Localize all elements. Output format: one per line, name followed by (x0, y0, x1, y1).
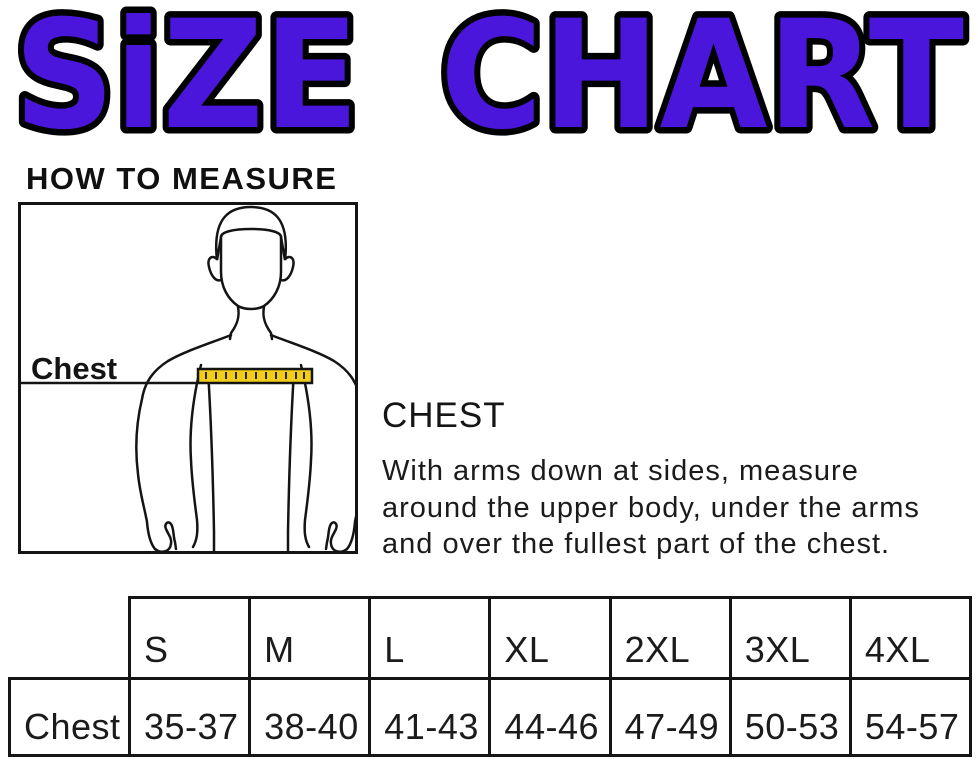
size-column-header-m: M (248, 596, 372, 680)
chest-description: With arms down at sides, measure around … (382, 453, 920, 563)
description-line-3: and over the fullest part of the chest. (382, 528, 891, 560)
right-inner-arm (299, 363, 313, 549)
size-table: S M L XL 2XL 3XL 4XL Chest 35-37 38-40 4… (8, 596, 973, 757)
tape-tick-marks (205, 372, 305, 379)
left-inner-arm (189, 363, 203, 549)
male-torso-drawing (135, 205, 358, 553)
chest-value-m: 38-40 (248, 677, 372, 757)
face-outline (219, 235, 283, 311)
chest-value-4xl: 54-57 (848, 677, 973, 757)
right-hand (324, 521, 349, 553)
size-column-header-4xl: 4XL (848, 596, 973, 680)
measurement-figure: Chest (18, 202, 358, 554)
chest-section-heading: CHEST (382, 396, 506, 435)
figure-chest-label: Chest (31, 351, 117, 386)
torso-left-side (206, 368, 216, 553)
chest-value-xl: 44-46 (488, 677, 612, 757)
chest-value-s: 35-37 (127, 677, 252, 757)
neck-right (262, 305, 274, 341)
size-table-chest-row: Chest 35-37 38-40 41-43 44-46 47-49 50-5… (8, 677, 973, 757)
neck-left (228, 305, 240, 341)
chest-value-3xl: 50-53 (728, 677, 852, 757)
left-ear (207, 255, 223, 282)
chest-value-l: 41-43 (368, 677, 492, 757)
table-corner-blank (10, 598, 130, 679)
left-hand (153, 521, 178, 553)
right-shoulder-arm (269, 333, 358, 551)
size-chart-title: SiZE CHART (14, 0, 964, 152)
size-column-header-l: L (368, 596, 492, 680)
right-ear (279, 255, 295, 282)
torso-right-side (286, 368, 296, 553)
size-column-header-s: S (127, 596, 252, 680)
chest-row-label: Chest (8, 677, 131, 757)
how-to-measure-heading: HOW TO MEASURE (26, 161, 338, 196)
size-column-header-2xl: 2XL (608, 596, 732, 680)
description-line-1: With arms down at sides, measure (382, 455, 859, 487)
size-table-header-row: S M L XL 2XL 3XL 4XL (10, 596, 973, 680)
size-column-header-xl: XL (488, 596, 612, 680)
left-shoulder-arm (135, 333, 233, 551)
size-chart-title-art: SiZE CHART (8, 0, 971, 152)
description-line-2: around the upper body, under the arms (382, 491, 920, 524)
size-column-header-3xl: 3XL (728, 596, 852, 680)
chest-value-2xl: 47-49 (608, 677, 732, 757)
